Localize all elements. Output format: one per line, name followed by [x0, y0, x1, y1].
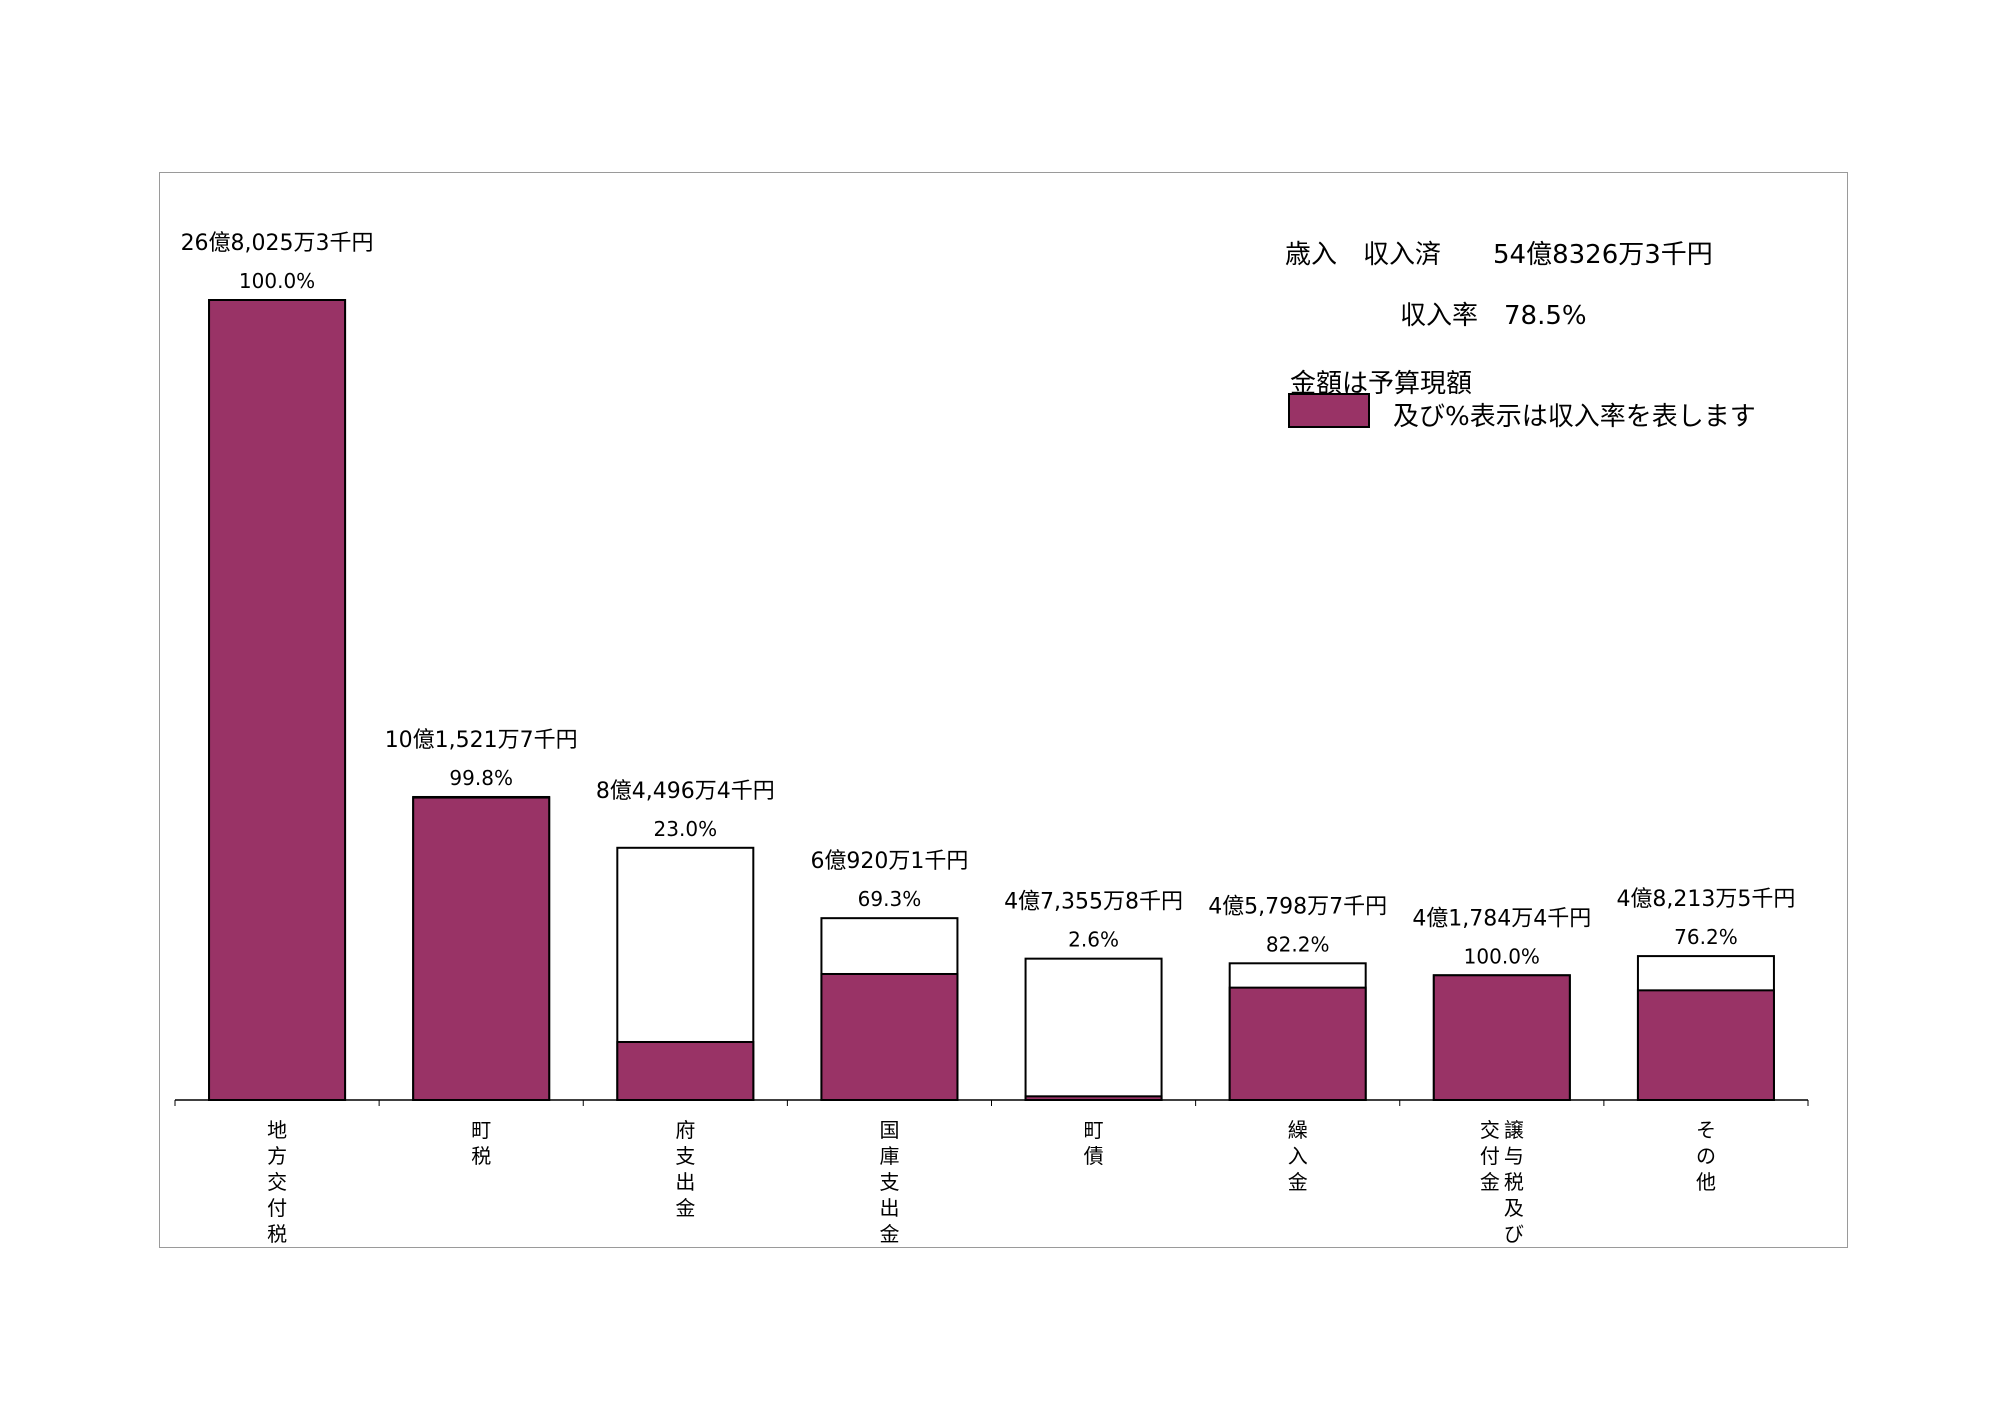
- received-bar: [1228, 986, 1367, 1101]
- legend-line-2: 及び%表示は収入率を表します: [1393, 402, 1756, 432]
- category-label-char: 町: [1084, 1118, 1104, 1142]
- rate-label: 100.0%: [1464, 944, 1540, 968]
- category-label-char: 出: [675, 1170, 695, 1194]
- category-label-char: 地: [267, 1118, 287, 1142]
- rate-label: 2.6%: [1068, 928, 1119, 952]
- chart-frame: [159, 172, 1848, 1248]
- category-label-char: 出: [879, 1196, 899, 1220]
- summary-received: 歳入 収入済 54億8326万3千円: [1285, 240, 1713, 270]
- budget-label: 26億8,025万3千円: [181, 231, 374, 256]
- received-bar: [208, 299, 347, 1101]
- category-label-char: 譲: [1504, 1118, 1524, 1142]
- budget-bar: [1024, 957, 1163, 1102]
- category-label-char: 金: [675, 1196, 695, 1220]
- budget-label: 6億920万1千円: [810, 849, 968, 874]
- category-label-char: 国: [879, 1118, 899, 1142]
- budget-label: 4億8,213万5千円: [1616, 887, 1795, 912]
- category-label-char: 及: [1504, 1196, 1524, 1220]
- budget-label: 4億5,798万7千円: [1208, 894, 1387, 919]
- category-label-char: 付: [267, 1196, 287, 1220]
- category-label-char: 交: [1480, 1118, 1500, 1142]
- received-bar: [1432, 974, 1571, 1102]
- budget-label: 10億1,521万7千円: [385, 728, 578, 753]
- category-label-char: 税: [267, 1222, 287, 1246]
- budget-label: 8億4,496万4千円: [596, 779, 775, 804]
- summary-rate: 収入率 78.5%: [1400, 301, 1587, 331]
- category-label-char: 他: [1696, 1170, 1716, 1194]
- category-label-char: の: [1696, 1144, 1716, 1168]
- category-label-char: び: [1504, 1222, 1524, 1246]
- rate-label: 23.0%: [654, 817, 718, 841]
- category-label-char: 税: [1504, 1170, 1524, 1194]
- rate-label: 99.8%: [449, 766, 513, 790]
- received-bar: [616, 1040, 755, 1102]
- category-label-char: 庫: [879, 1144, 899, 1168]
- budget-label: 4億1,784万4千円: [1412, 906, 1591, 931]
- category-label-char: 入: [1288, 1144, 1308, 1168]
- category-label-char: 金: [1480, 1170, 1500, 1194]
- category-label-char: 方: [267, 1144, 287, 1168]
- category-label-char: 府: [675, 1118, 695, 1142]
- received-bar: [820, 972, 959, 1102]
- category-label-char: 債: [1084, 1144, 1104, 1168]
- rate-label: 100.0%: [239, 269, 315, 293]
- category-label-char: 支: [879, 1170, 899, 1194]
- category-label-char: 金: [1288, 1170, 1308, 1194]
- category-label-char: 与: [1504, 1144, 1524, 1168]
- received-bar: [412, 796, 551, 1101]
- rate-label: 82.2%: [1266, 932, 1330, 956]
- legend-swatch: [1288, 393, 1370, 428]
- received-bar: [1636, 989, 1775, 1102]
- category-label-char: 金: [879, 1222, 899, 1246]
- category-label-char: 繰: [1288, 1118, 1308, 1142]
- budget-label: 4億7,355万8千円: [1004, 890, 1183, 915]
- category-label-char: 交: [267, 1170, 287, 1194]
- category-label-char: 付: [1480, 1144, 1500, 1168]
- category-label-char: そ: [1696, 1118, 1716, 1142]
- rate-label: 76.2%: [1674, 925, 1738, 949]
- category-label-char: 税: [471, 1144, 491, 1168]
- received-bar: [1024, 1095, 1163, 1101]
- category-label-char: 町: [471, 1118, 491, 1142]
- rate-label: 69.3%: [858, 887, 922, 911]
- category-label-char: 支: [675, 1144, 695, 1168]
